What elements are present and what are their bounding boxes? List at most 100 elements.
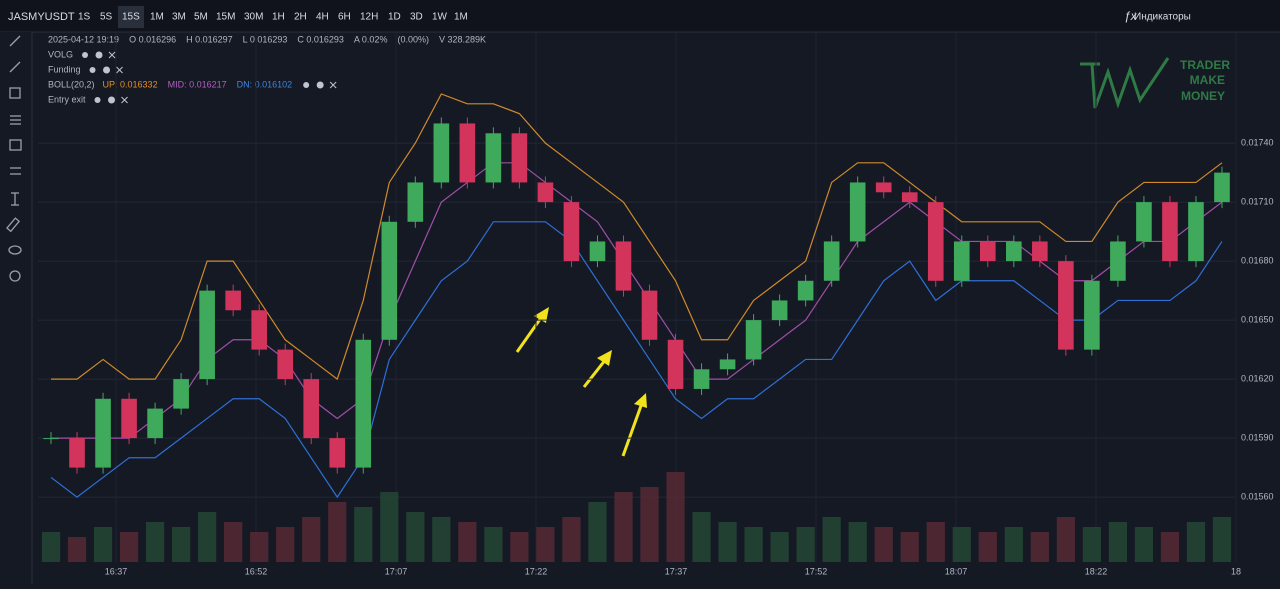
interval-button[interactable]: 1W	[432, 12, 448, 23]
candle	[1110, 241, 1126, 281]
volume-bar	[1030, 532, 1049, 562]
candle	[147, 408, 163, 439]
volume-bar	[744, 527, 763, 562]
ohlc-value: H 0.016297	[186, 34, 233, 44]
x-tick-label: 17:22	[525, 566, 548, 576]
indicator-dn: DN: 0.016102	[237, 79, 293, 89]
close-icon[interactable]	[116, 66, 123, 74]
volume-bar	[1108, 522, 1128, 562]
interval-button[interactable]: 1H	[272, 12, 285, 23]
volume-bar	[978, 532, 997, 562]
logo-line: MAKE	[1190, 73, 1225, 87]
candle	[641, 290, 658, 340]
interval-button[interactable]: 1S	[78, 12, 91, 23]
candle	[589, 241, 606, 262]
interval-button[interactable]: 12H	[360, 12, 378, 23]
y-tick-label: 0.01680	[1241, 255, 1274, 265]
interval-button[interactable]: 15M	[216, 12, 235, 23]
volume-bar	[952, 527, 971, 562]
indicator-name: Funding	[48, 64, 81, 74]
volume-bar	[224, 522, 243, 562]
interval-button[interactable]: 4H	[316, 12, 329, 23]
logo-line: MONEY	[1181, 89, 1225, 103]
interval-button[interactable]: 1M	[150, 12, 164, 23]
interval-button[interactable]: 1M	[454, 12, 468, 23]
settings-icon[interactable]	[103, 66, 111, 74]
interval-button[interactable]: 3M	[172, 12, 186, 23]
candle	[329, 438, 346, 468]
close-icon[interactable]	[329, 81, 337, 89]
candle	[719, 359, 736, 370]
candle	[277, 349, 294, 380]
volume-bar	[536, 527, 555, 562]
indicator-name: Entry exit	[48, 94, 86, 104]
y-tick-label: 0.01590	[1241, 432, 1274, 442]
y-tick-label: 0.01620	[1241, 373, 1274, 383]
interval-button[interactable]: 1D	[388, 12, 401, 23]
volume-bar	[41, 532, 61, 562]
candle	[979, 241, 996, 262]
volume-bar	[93, 527, 113, 562]
volume-bar	[1212, 517, 1232, 562]
ohlc-value: L 0.016293	[243, 34, 288, 44]
ohlc-value: V 328.289K	[439, 34, 486, 44]
close-icon[interactable]	[108, 51, 116, 59]
settings-icon[interactable]	[316, 81, 324, 89]
interval-button[interactable]: 15S	[122, 12, 140, 23]
candle	[95, 398, 111, 468]
close-icon[interactable]	[121, 96, 128, 104]
volume-bar	[302, 517, 321, 562]
eye-icon[interactable]	[82, 52, 89, 58]
settings-icon[interactable]	[95, 51, 103, 59]
candle	[667, 339, 684, 389]
volume-bar	[145, 522, 165, 562]
annotation-arrows	[515, 307, 647, 457]
x-tick-label: 16:52	[245, 566, 268, 576]
candle	[563, 202, 580, 262]
candle	[771, 300, 788, 321]
candle	[121, 398, 137, 439]
interval-button[interactable]: 30M	[244, 12, 263, 23]
indicator-name: BOLL(20,2)	[48, 79, 95, 89]
volume-bar	[1056, 517, 1075, 562]
interval-button[interactable]: 6H	[338, 12, 351, 23]
ohlc-value: (0.00%)	[397, 34, 429, 44]
volume-bar	[1186, 522, 1206, 562]
candle	[459, 123, 476, 183]
tool-icons[interactable]	[6, 35, 22, 282]
volume-bar	[770, 532, 789, 562]
volume-bar	[354, 507, 373, 562]
candle	[1162, 202, 1178, 262]
volume-bar	[900, 532, 919, 562]
candle	[615, 241, 632, 291]
y-tick-label: 0.01650	[1241, 314, 1274, 324]
volume-bar	[666, 472, 685, 562]
volume-bar	[562, 517, 581, 562]
candle	[381, 221, 398, 340]
eye-icon[interactable]	[303, 82, 310, 88]
bollinger-band	[51, 162, 1223, 439]
indicators-button[interactable]: Индикаторы	[1134, 12, 1191, 23]
candle	[1214, 172, 1230, 203]
candle	[823, 241, 840, 281]
x-tick-label: 17:07	[385, 566, 408, 576]
settings-icon[interactable]	[108, 96, 116, 104]
eye-icon[interactable]	[94, 97, 101, 103]
volume-bar	[432, 517, 451, 562]
interval-button[interactable]: 2H	[294, 12, 307, 23]
interval-button[interactable]: 5M	[194, 12, 208, 23]
fx-icon[interactable]: ƒx	[1124, 9, 1138, 23]
eye-icon[interactable]	[89, 67, 96, 73]
volume-bar	[380, 492, 399, 562]
interval-button[interactable]: 5S	[100, 12, 113, 23]
y-tick-label: 0.01560	[1241, 491, 1274, 501]
candle	[485, 133, 502, 183]
candle	[43, 438, 59, 440]
candle	[355, 339, 372, 468]
volume-bar	[822, 517, 841, 562]
volume-bar	[172, 527, 191, 562]
x-tick-label: 17:52	[805, 566, 828, 576]
candle	[797, 280, 814, 301]
interval-button[interactable]: 3D	[410, 12, 423, 23]
